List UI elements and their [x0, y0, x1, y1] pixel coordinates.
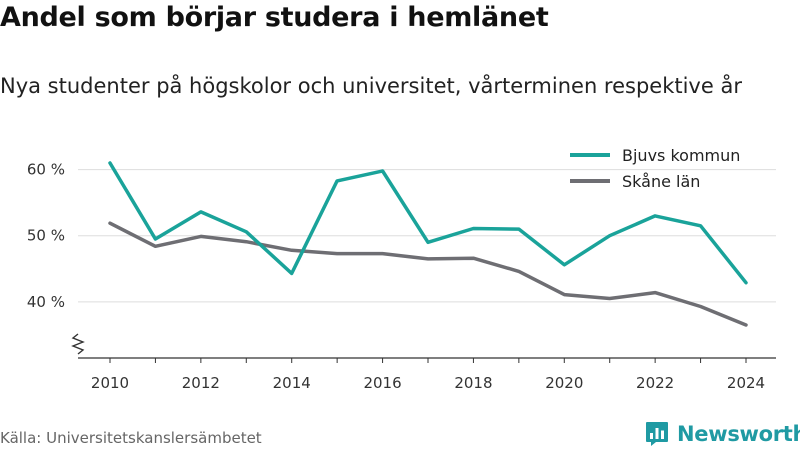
newsworthy-logo: Newsworthy: [645, 420, 800, 448]
x-tick-label: 2024: [727, 374, 765, 392]
gridlines: [78, 169, 776, 303]
x-tick-label: 2022: [636, 374, 674, 392]
chart-subtitle: Nya studenter på högskolor och universit…: [0, 74, 742, 98]
series-lines: [108, 161, 748, 327]
y-tick-label: 50 %: [27, 227, 65, 245]
y-tick-label: 40 %: [27, 293, 65, 311]
x-tick-label: 2012: [182, 374, 220, 392]
y-axis: 40 % 50 % 60 %: [27, 161, 85, 355]
legend-label: Skåne län: [622, 172, 700, 191]
legend: Bjuvs kommun Skåne län: [570, 146, 740, 191]
bar-chart-icon: [646, 422, 668, 446]
chart-title: Andel som börjar studera i hemlänet: [0, 2, 549, 33]
line-chart: 2010 2012 2014 2016 2018 2020 2022 2024 40 % 50 …: [27, 146, 776, 392]
x-axis: 2010 2012 2014 2016 2018 2020 2022 2024: [78, 357, 776, 392]
y-tick-label: 60 %: [27, 161, 65, 179]
x-tick-label: 2014: [273, 374, 311, 392]
x-tick-label: 2018: [454, 374, 492, 392]
series-line-1: [108, 221, 748, 327]
legend-label: Bjuvs kommun: [622, 146, 740, 165]
x-tick-label: 2020: [545, 374, 583, 392]
x-tick-label: 2016: [363, 374, 401, 392]
source-note: Källa: Universitetskanslersämbetet: [0, 429, 262, 447]
series-line-0: [108, 161, 748, 285]
axis-break-icon: [71, 333, 85, 355]
x-tick-label: 2010: [91, 374, 129, 392]
brand-name: Newsworthy: [677, 422, 800, 446]
